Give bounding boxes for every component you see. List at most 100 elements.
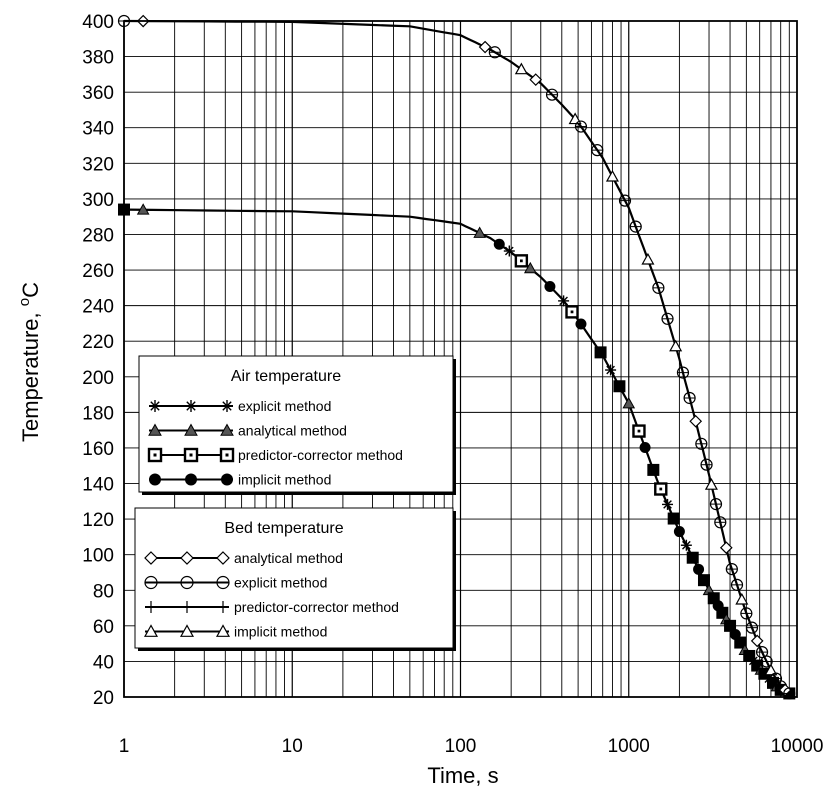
y-tick-label: 280 (82, 225, 114, 246)
legend-marker (148, 423, 162, 436)
air-data-point (523, 261, 537, 274)
bed-data-point (618, 194, 632, 207)
legend-layer: Air temperature explicit method analytical… (134, 355, 456, 651)
legend-box (134, 507, 454, 649)
air-data-point (667, 512, 680, 525)
bed-data-point (719, 541, 733, 555)
bed-data-point (478, 40, 492, 54)
bed-data-point (661, 312, 674, 325)
legend-entry-label: explicit method (234, 575, 327, 591)
legend-marker (183, 447, 199, 463)
air-data-point (575, 318, 587, 330)
bed-data-point (735, 592, 749, 605)
legend-marker (185, 400, 197, 412)
air-data-point (647, 463, 660, 476)
bed-data-point (764, 663, 778, 676)
bed-data-point (783, 687, 796, 700)
air-data-point (565, 305, 579, 319)
plot-frame (123, 20, 798, 698)
air-data-point (558, 295, 570, 307)
bed-data-point (740, 607, 753, 620)
air-data-point (734, 636, 747, 649)
y-tick-label: 300 (82, 190, 114, 211)
legend-marker (144, 575, 158, 590)
air-data-point (514, 254, 529, 268)
x-axis-title: Time, s (427, 763, 498, 788)
bed-data-point (725, 562, 738, 576)
bed-data-point (745, 621, 759, 634)
legend-marker (180, 575, 194, 590)
legend-marker (221, 473, 233, 486)
legend-marker (181, 601, 193, 613)
bed-data-point (514, 62, 528, 75)
air-data-point (680, 539, 692, 551)
legend-marker (143, 624, 159, 637)
bed-data-point (750, 634, 764, 648)
bed-data-point (714, 516, 727, 529)
bed-data-point (568, 112, 582, 125)
y-tick-label: 220 (82, 332, 114, 353)
bed-data-point (652, 281, 665, 294)
bed-data-point (695, 437, 708, 450)
legend-marker (185, 473, 197, 486)
curve-layer (117, 14, 796, 700)
y-tick-label: 80 (93, 581, 114, 602)
y-tick-label: 140 (82, 475, 114, 496)
air-data-point (613, 380, 626, 393)
y-tick-label: 400 (82, 12, 114, 33)
x-tick-label: 10 (282, 736, 303, 757)
legend-entry-label: predictor-corrector method (234, 599, 399, 615)
air-data-point (693, 563, 705, 575)
legend-marker (217, 601, 229, 613)
bed-data-point (641, 252, 655, 265)
legend-entry-label: explicit method (238, 398, 331, 414)
air-data-point (503, 245, 515, 257)
legend-entry-label: analytical method (238, 423, 347, 439)
bed-data-point (669, 339, 683, 352)
air-data-point (639, 442, 651, 454)
air-data-point (544, 280, 556, 292)
bed-data-point (529, 73, 543, 86)
bed-data-point (730, 578, 744, 591)
air-data-point (662, 498, 674, 510)
legend-marker (180, 551, 194, 565)
air-data-point (632, 424, 646, 438)
legend-marker (216, 575, 230, 590)
y-tick-label: 380 (82, 48, 114, 69)
air-data-point (605, 364, 617, 376)
bed-legend: Bed temperature analytical method explicit… (134, 507, 456, 651)
y-tick-label: 320 (82, 154, 114, 175)
x-tick-label: 100 (445, 736, 477, 757)
y-tick-label: 360 (82, 83, 114, 104)
air-data-point (473, 226, 487, 238)
bed-data-point (709, 498, 723, 511)
air-data-point (493, 238, 505, 250)
legend-marker (147, 447, 163, 463)
bed-data-point (488, 46, 501, 59)
legend-entry-label: implicit method (238, 472, 331, 488)
bed-data-point (591, 144, 604, 157)
legend-title: Air temperature (231, 368, 341, 385)
air-data-point (724, 619, 737, 632)
legend-marker (184, 423, 198, 436)
bed-data-point (700, 458, 713, 471)
x-tick-label: 1 (119, 736, 130, 757)
bed-data-point (704, 478, 718, 490)
bed-data-point (629, 220, 642, 233)
bed-data-point (605, 169, 619, 182)
y-tick-label: 240 (82, 297, 114, 318)
air-data-point (716, 606, 729, 619)
legend-title: Bed temperature (224, 520, 343, 537)
x-tick-label: 1000 (608, 736, 650, 757)
y-tick-label: 20 (93, 688, 114, 709)
y-tick-label: 340 (82, 119, 114, 140)
frame-layer (123, 20, 798, 698)
legend-marker (215, 624, 231, 637)
bed-data-point (689, 414, 703, 428)
bed-data-point (683, 391, 696, 405)
legend-marker (149, 473, 161, 486)
legend-marker (179, 624, 195, 637)
air-data-point (136, 203, 150, 215)
y-tick-label: 200 (82, 368, 114, 389)
